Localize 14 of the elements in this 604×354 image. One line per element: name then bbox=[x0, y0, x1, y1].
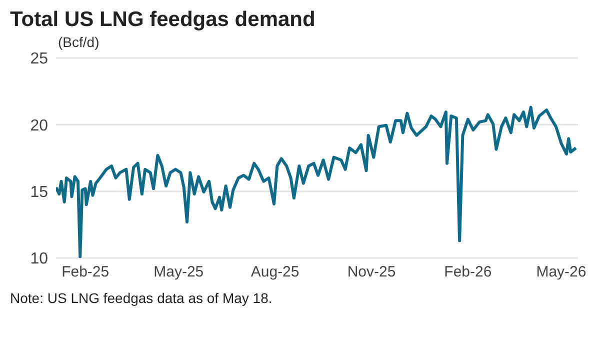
line-series bbox=[56, 106, 578, 258]
x-tick-label: Nov-25 bbox=[347, 264, 396, 281]
y-tick-label: 10 bbox=[30, 250, 48, 268]
y-tick-label: 25 bbox=[30, 50, 48, 68]
x-tick-label: Feb-25 bbox=[62, 264, 110, 281]
y-tick-label: 15 bbox=[30, 184, 48, 202]
x-tick-label: May-26 bbox=[536, 264, 586, 281]
x-tick-label: May-25 bbox=[154, 264, 204, 281]
chart-title: Total US LNG feedgas demand bbox=[10, 8, 316, 32]
x-tick-label: Aug-25 bbox=[250, 264, 300, 281]
y-tick-label: 20 bbox=[30, 117, 48, 134]
x-tick-label: Feb-26 bbox=[444, 264, 492, 281]
text: Note: US LNG feedgas data as of May 18. bbox=[10, 290, 274, 306]
y-axis-title: (Bcf/d) bbox=[58, 34, 100, 50]
